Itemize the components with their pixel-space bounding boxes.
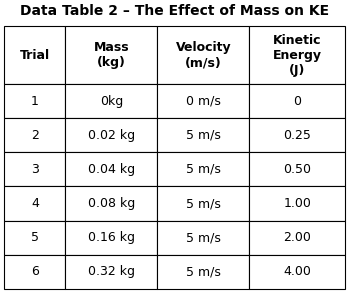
Title: Data Table 2 – The Effect of Mass on KE: Data Table 2 – The Effect of Mass on KE — [20, 4, 329, 18]
